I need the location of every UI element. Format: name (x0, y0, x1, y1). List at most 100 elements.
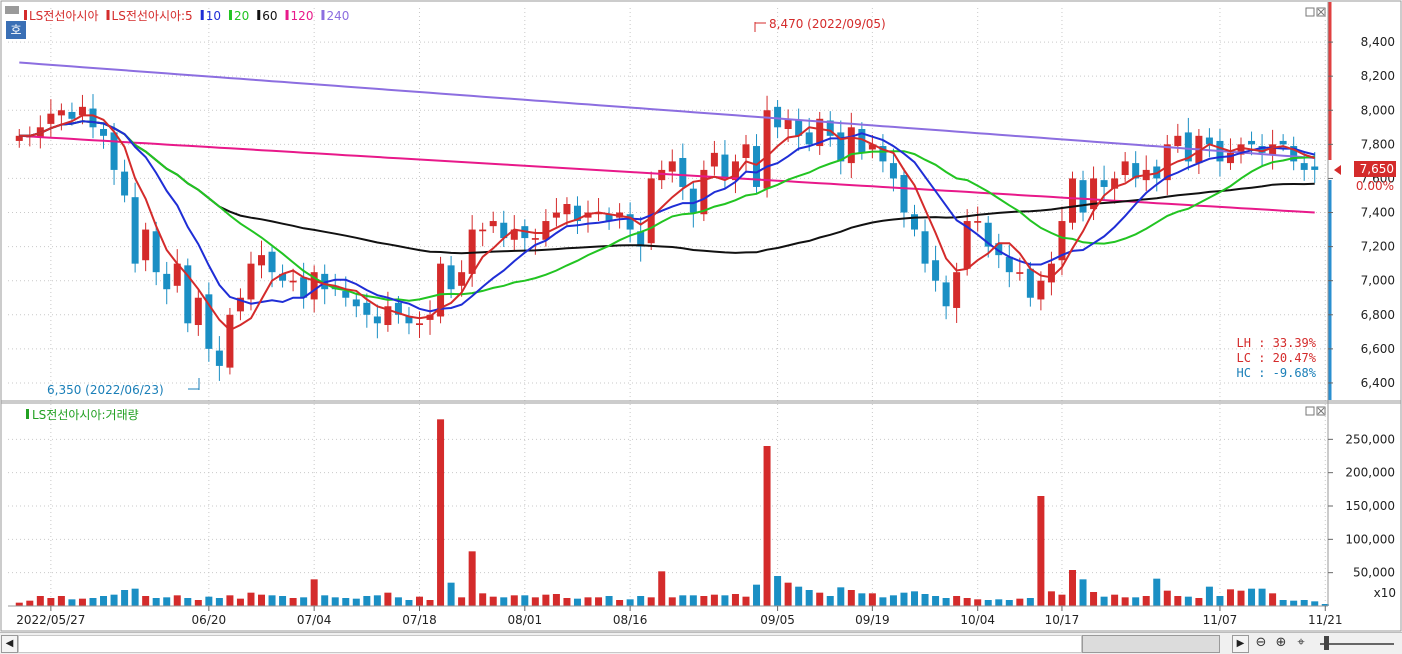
mode-badge[interactable]: 호 (6, 21, 26, 39)
volume-bar (268, 595, 276, 606)
volume-bar (131, 588, 139, 606)
price-tick-label: 8,000 (1361, 103, 1395, 117)
candle-body (731, 161, 739, 181)
candle-body (753, 146, 761, 187)
zoom-slider-knob[interactable] (1324, 636, 1329, 650)
legend-entry[interactable]: 10 (206, 9, 221, 23)
candle-body (637, 231, 645, 247)
legend-entry[interactable]: LS전선아시아:5 (112, 9, 193, 23)
volume-legend-entry[interactable]: LS전선아시아:거래량 (32, 408, 139, 422)
stock-chart[interactable]: 8,4008,2008,0007,8007,6007,4007,2007,000… (0, 0, 1402, 632)
volume-panel-controls[interactable] (1305, 406, 1326, 416)
legend-entry[interactable]: 120 (291, 9, 314, 23)
candle-body (142, 229, 150, 261)
zoom-out-button[interactable]: ⊖ (1255, 635, 1267, 650)
candle-body (342, 290, 350, 298)
volume-bar (1058, 594, 1066, 606)
candle-body (215, 350, 223, 366)
fit-button[interactable]: ⌖ (1297, 635, 1305, 650)
legend-entry[interactable]: LS전선아시아 (29, 9, 99, 23)
volume-bar (258, 594, 266, 606)
volume-bar (1111, 594, 1119, 606)
candle-body (458, 272, 466, 286)
date-tick-label: 06/20 (192, 613, 227, 627)
candle-body (415, 323, 423, 326)
moving-average-lines (19, 61, 1316, 332)
volume-panel-maximize-icon[interactable] (1305, 406, 1315, 416)
chart-scrollbar[interactable]: ◀ ▶ ⊖ ⊕ ⌖ (0, 632, 1402, 654)
price-tick-label: 7,400 (1361, 206, 1395, 220)
legend-swatch (321, 10, 325, 20)
volume-bar (163, 597, 171, 606)
zoom-in-button[interactable]: ⊕ (1275, 635, 1287, 650)
zoom-slider-track[interactable] (1320, 643, 1394, 645)
volume-bar (1142, 596, 1150, 606)
volume-close-x2 (1317, 407, 1325, 415)
volume-bar (531, 597, 539, 606)
volume-bar (932, 596, 940, 606)
volume-bar (953, 596, 961, 606)
volume-bar (447, 582, 455, 606)
price-panel-maximize-icon[interactable] (1305, 7, 1315, 17)
volume-bar (100, 596, 108, 606)
legend-swatch (106, 10, 110, 20)
volume-bar (626, 599, 634, 606)
candle-body (668, 161, 676, 172)
candle-body (163, 273, 171, 290)
volume-bar (826, 596, 834, 606)
legend-entry[interactable]: 20 (234, 9, 249, 23)
volume-bar (689, 595, 697, 606)
candle-body (963, 221, 971, 269)
scroll-left-button[interactable]: ◀ (1, 635, 18, 653)
legend-entry[interactable]: 60 (262, 9, 277, 23)
panel-menu-icon[interactable] (5, 6, 19, 14)
volume-bar (658, 571, 666, 606)
candle-body (15, 135, 23, 141)
candle-body (184, 265, 192, 324)
candle-body (152, 231, 160, 273)
date-tick-label: 09/19 (855, 613, 890, 627)
date-tick-label: 10/04 (960, 613, 995, 627)
price-stats: LH : 33.39% LC : 20.47% HC : -9.68% (1237, 336, 1317, 380)
ma120-line (19, 134, 1315, 214)
volume-bar (479, 593, 487, 606)
volume-unit: x10 (1374, 586, 1396, 600)
volume-bar (373, 595, 381, 606)
date-tick-label: 10/17 (1045, 613, 1080, 627)
legend-entry[interactable]: 240 (326, 9, 349, 23)
volume-bar (1163, 590, 1171, 606)
current-price-arrow (1334, 165, 1341, 175)
volume-bar (342, 598, 350, 606)
candle-body (236, 297, 244, 312)
candle-body (468, 229, 476, 274)
scroll-thumb[interactable] (1082, 635, 1220, 653)
volume-bar (68, 599, 76, 606)
scroll-track[interactable] (18, 635, 1082, 653)
legend-swatch (257, 10, 261, 20)
volume-bar (542, 594, 550, 606)
volume-bar (763, 446, 771, 606)
volume-bar (1311, 601, 1319, 606)
candle-body (837, 132, 845, 162)
volume-bar (1237, 590, 1245, 606)
candle-body (932, 260, 940, 281)
candle-body (563, 204, 571, 215)
volume-bar (784, 582, 792, 606)
volume-bar (573, 598, 581, 606)
candle-body (1100, 180, 1108, 187)
price-panel-controls[interactable] (1305, 7, 1326, 17)
candle-body (889, 163, 897, 179)
volume-bar (984, 600, 992, 606)
legend-swatch (24, 10, 27, 20)
candle-body (1184, 132, 1192, 162)
candle-body (1248, 140, 1256, 145)
volume-bar (352, 598, 360, 606)
volume-bar (1100, 596, 1108, 606)
date-tick-label: 2022/05/27 (16, 613, 85, 627)
volume-bar (1047, 591, 1055, 606)
price-tick-label: 8,400 (1361, 35, 1395, 49)
volume-legend: LS전선아시아:거래량 (26, 408, 139, 422)
candle-body (1047, 263, 1055, 283)
high-annotation-text: 8,470 (2022/09/05) (769, 17, 886, 31)
scroll-right-button[interactable]: ▶ (1232, 635, 1249, 653)
